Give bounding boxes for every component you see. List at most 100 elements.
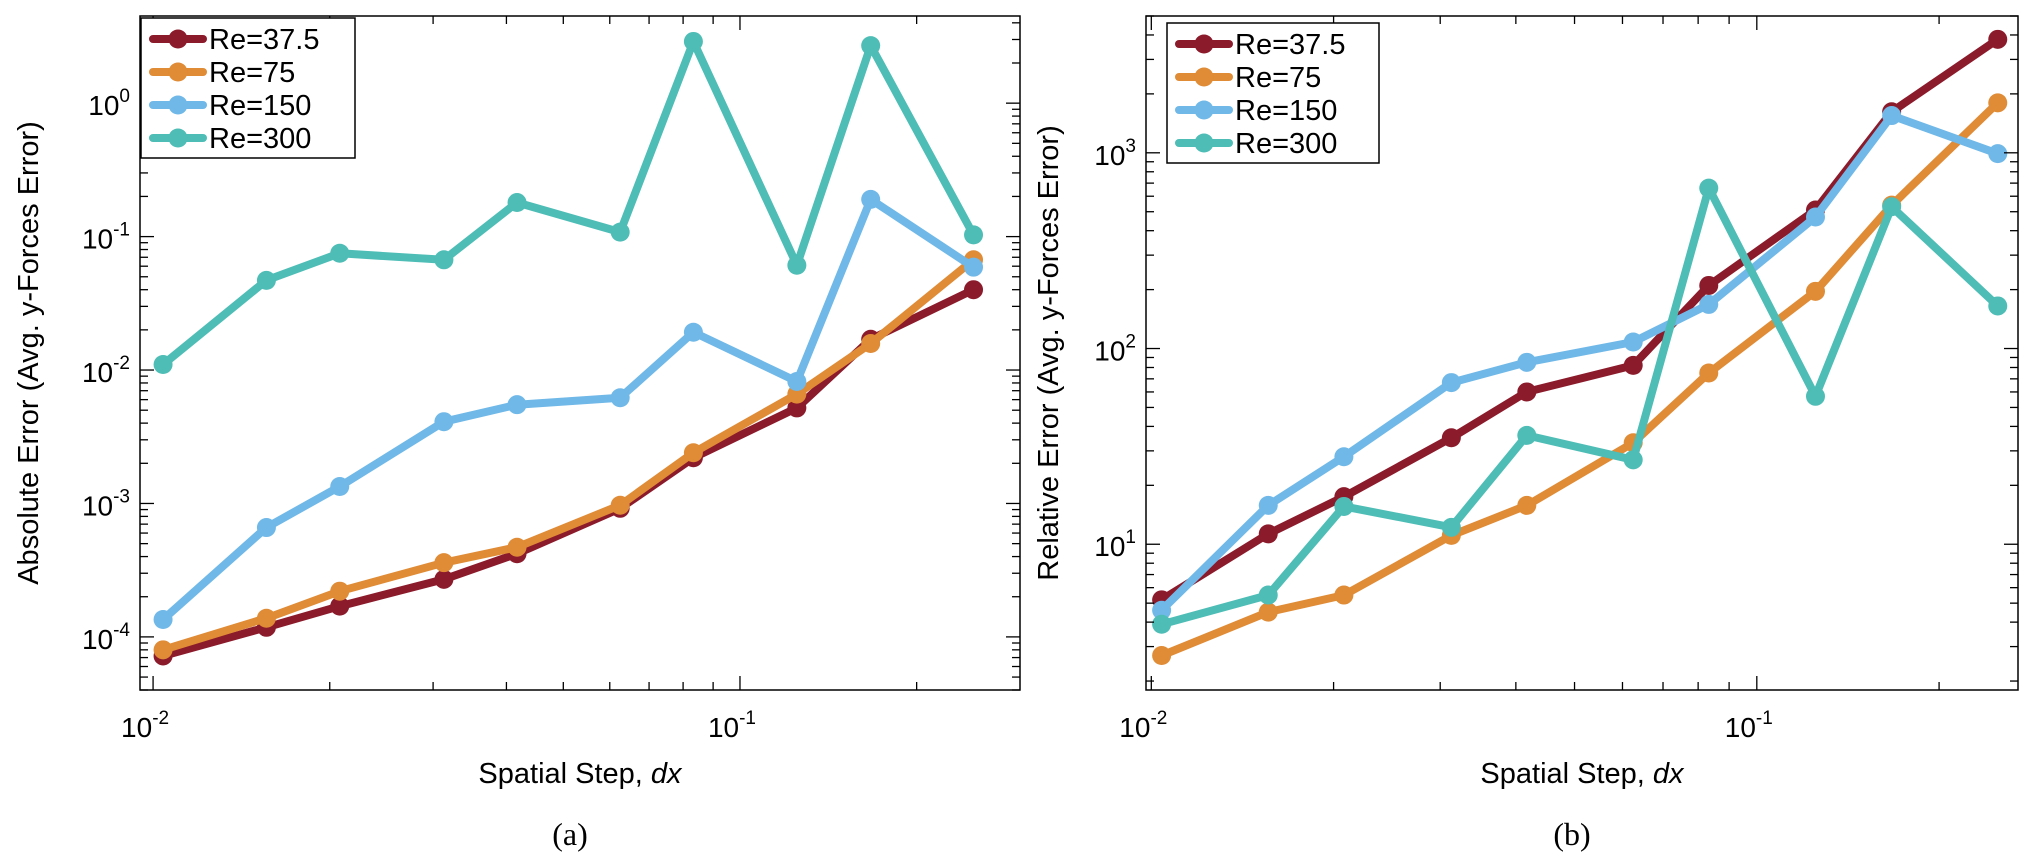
caption: (b)	[1553, 816, 1590, 852]
data-point	[1517, 352, 1537, 372]
data-point	[610, 495, 630, 515]
data-point	[1258, 585, 1278, 605]
data-point	[964, 225, 984, 245]
data-point	[330, 477, 350, 497]
x-axis-label: Spatial Step, dx	[1480, 758, 1685, 790]
series-line	[1157, 98, 2002, 660]
legend-swatch-marker	[1194, 133, 1214, 153]
data-point	[787, 398, 807, 418]
data-point	[153, 610, 173, 630]
legend-label: Re=150	[209, 90, 311, 122]
data-point	[1699, 275, 1719, 295]
series-re-75	[1152, 93, 2008, 666]
legend-item: Re=75	[149, 57, 295, 89]
data-point	[330, 581, 350, 601]
legend-label: Re=300	[209, 123, 311, 155]
data-point	[434, 250, 454, 270]
data-point	[1988, 93, 2008, 113]
y-axis-label: Relative Error (Avg. y-Forces Error)	[1033, 125, 1065, 581]
data-point	[434, 569, 454, 589]
data-point	[1805, 281, 1825, 301]
legend-swatch-marker	[1194, 34, 1214, 54]
legend-item: Re=37.5	[149, 24, 319, 56]
data-point	[1882, 106, 1902, 126]
series-line	[159, 195, 978, 624]
chart-panel-b: 10-2 10-1 101 102 103 Re=37.5Re=75Re=150Re=3…	[1033, 15, 2019, 852]
data-point	[1988, 144, 2008, 164]
x-axis-label: Spatial Step, dx	[478, 758, 683, 790]
y-tick-label: 10-1	[82, 220, 130, 255]
legend-item: Re=75	[1175, 62, 1321, 94]
series-re-300	[153, 31, 984, 375]
data-point	[1623, 332, 1643, 352]
legend-label: Re=75	[1235, 62, 1321, 94]
caption: (a)	[552, 816, 588, 852]
data-point	[1334, 585, 1354, 605]
series-line	[1157, 111, 2002, 615]
data-point	[434, 553, 454, 573]
y-tick-label: 10-4	[82, 620, 130, 655]
legend-item: Re=300	[1175, 128, 1337, 160]
data-point	[1623, 355, 1643, 375]
data-point	[256, 270, 276, 290]
legend-item: Re=37.5	[1175, 29, 1345, 61]
data-point	[1517, 495, 1537, 515]
data-point	[610, 222, 630, 242]
legend-label: Re=300	[1235, 128, 1337, 160]
data-point	[964, 280, 984, 300]
y-axis-label: Absolute Error (Avg. y-Forces Error)	[13, 121, 45, 585]
data-point	[1258, 602, 1278, 622]
data-point	[683, 443, 703, 463]
data-point	[507, 537, 527, 557]
data-point	[787, 255, 807, 275]
data-point	[610, 388, 630, 408]
chart-panel-a: 10-2 10-1 10-4 10-3 10-2 10-1 100 Re=37.5Re=75…	[13, 15, 1021, 852]
series-line	[159, 37, 978, 369]
legend-label: Re=75	[209, 57, 295, 89]
y-tick-label: 103	[1094, 136, 1136, 171]
legend-item: Re=150	[149, 90, 311, 122]
data-point	[861, 36, 881, 56]
data-point	[1258, 495, 1278, 515]
x-tick-label: 10-1	[708, 708, 756, 743]
data-point	[1258, 524, 1278, 544]
data-point	[1623, 450, 1643, 470]
x-tick-label: 10-2	[121, 708, 169, 743]
data-point	[1805, 386, 1825, 406]
x-tick-label: 10-1	[1725, 708, 1773, 743]
data-point	[507, 395, 527, 415]
plot-frame	[1145, 15, 2019, 691]
data-point	[1334, 496, 1354, 516]
data-point	[787, 372, 807, 392]
data-point	[153, 640, 173, 660]
data-point	[964, 257, 984, 277]
data-point	[1988, 29, 2008, 49]
y-tick-label: 10-2	[82, 353, 130, 388]
legend-swatch-marker	[168, 62, 188, 82]
series-re-150	[153, 189, 984, 630]
series-re-300	[1152, 178, 2008, 634]
data-point	[1441, 517, 1461, 537]
data-point	[1152, 646, 1172, 666]
data-point	[330, 243, 350, 263]
data-point	[256, 608, 276, 628]
legend-swatch-marker	[168, 128, 188, 148]
data-point	[1699, 294, 1719, 314]
legend-label: Re=37.5	[209, 24, 319, 56]
data-point	[1699, 363, 1719, 383]
legend-item: Re=150	[1175, 95, 1337, 127]
y-tick-label: 10-3	[82, 486, 130, 521]
series-line	[159, 255, 978, 654]
data-point	[1152, 614, 1172, 634]
y-tick-label: 102	[1094, 332, 1136, 367]
legend-label: Re=37.5	[1235, 29, 1345, 61]
data-point	[434, 412, 454, 432]
data-point	[683, 31, 703, 51]
data-point	[153, 355, 173, 375]
legend-label: Re=150	[1235, 95, 1337, 127]
data-point	[1441, 373, 1461, 393]
data-point	[1699, 178, 1719, 198]
